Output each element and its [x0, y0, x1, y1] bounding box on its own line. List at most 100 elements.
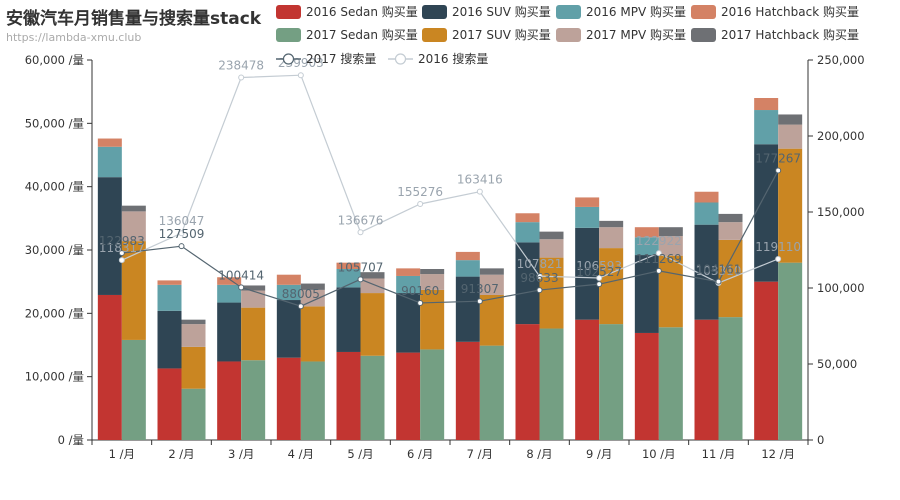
- bar-2016-series-2[interactable]: [336, 269, 361, 288]
- bar-2017-series-3[interactable]: [599, 220, 624, 228]
- bar-2016-series-3[interactable]: [217, 277, 242, 285]
- search-point[interactable]: [238, 74, 245, 81]
- search-point[interactable]: [357, 276, 364, 283]
- bar-2017-series-0[interactable]: [479, 345, 504, 440]
- search-point[interactable]: [536, 273, 543, 280]
- search-point[interactable]: [118, 250, 125, 257]
- search-point[interactable]: [715, 278, 722, 285]
- bar-2016-series-0[interactable]: [575, 319, 600, 440]
- search-point[interactable]: [417, 299, 424, 306]
- bar-2016-series-3[interactable]: [276, 274, 301, 285]
- bar-2017-series-0[interactable]: [778, 262, 803, 440]
- bar-2016-series-2[interactable]: [217, 284, 242, 303]
- bar-2017-series-1[interactable]: [241, 307, 266, 361]
- bar-2016-series-0[interactable]: [97, 294, 122, 440]
- bar-2016-series-3[interactable]: [396, 268, 421, 276]
- bar-2016-series-3[interactable]: [336, 262, 361, 269]
- bar-2016-series-1[interactable]: [336, 287, 361, 352]
- legend-swatch[interactable]: [422, 28, 447, 42]
- search-point[interactable]: [297, 303, 304, 310]
- search-point[interactable]: [238, 284, 245, 291]
- bar-2016-series-3[interactable]: [694, 191, 719, 203]
- bar-2017-series-0[interactable]: [241, 360, 266, 440]
- bar-2017-series-0[interactable]: [658, 327, 683, 440]
- bar-2016-series-3[interactable]: [97, 138, 122, 147]
- bar-2017-series-2[interactable]: [539, 239, 564, 258]
- bar-2017-series-3[interactable]: [539, 231, 564, 240]
- bar-2016-series-0[interactable]: [634, 332, 659, 440]
- bar-2016-series-2[interactable]: [97, 146, 122, 178]
- bar-2017-series-0[interactable]: [599, 324, 624, 440]
- search-point[interactable]: [118, 257, 125, 264]
- bar-2017-series-2[interactable]: [241, 290, 266, 308]
- bar-2017-series-2[interactable]: [718, 222, 743, 240]
- search-point[interactable]: [178, 243, 185, 250]
- bar-2016-series-0[interactable]: [396, 352, 421, 440]
- bar-2017-series-0[interactable]: [718, 317, 743, 440]
- bar-2017-series-2[interactable]: [479, 274, 504, 295]
- bar-2016-series-3[interactable]: [515, 213, 540, 223]
- legend-swatch[interactable]: [276, 5, 301, 19]
- bar-2017-series-1[interactable]: [181, 346, 206, 389]
- search-point[interactable]: [596, 274, 603, 281]
- bar-2017-series-1[interactable]: [658, 255, 683, 328]
- bar-2016-series-2[interactable]: [754, 110, 779, 145]
- bar-2017-series-2[interactable]: [599, 227, 624, 249]
- bar-2017-series-1[interactable]: [420, 289, 445, 350]
- bar-2016-series-2[interactable]: [157, 284, 182, 311]
- bar-2017-series-1[interactable]: [300, 306, 325, 362]
- bar-2017-series-3[interactable]: [479, 268, 504, 275]
- bar-2016-series-2[interactable]: [634, 237, 659, 256]
- bar-2017-series-3[interactable]: [181, 319, 206, 325]
- bar-2016-series-1[interactable]: [276, 300, 301, 358]
- bar-2017-series-3[interactable]: [420, 269, 445, 275]
- search-point[interactable]: [536, 287, 543, 294]
- bar-2017-series-2[interactable]: [420, 274, 445, 290]
- bar-2017-series-2[interactable]: [181, 324, 206, 347]
- bar-2017-series-1[interactable]: [778, 148, 803, 263]
- bar-2016-series-2[interactable]: [694, 202, 719, 225]
- bar-2017-series-1[interactable]: [599, 248, 624, 325]
- bar-2017-series-3[interactable]: [241, 285, 266, 291]
- bar-2016-series-1[interactable]: [157, 310, 182, 369]
- bar-2016-series-3[interactable]: [157, 280, 182, 285]
- bar-2017-series-0[interactable]: [420, 349, 445, 440]
- bar-2017-series-3[interactable]: [300, 283, 325, 290]
- bar-2016-series-2[interactable]: [515, 222, 540, 243]
- bar-2016-series-1[interactable]: [97, 177, 122, 295]
- bar-2016-series-0[interactable]: [515, 324, 540, 440]
- bar-2017-series-0[interactable]: [539, 328, 564, 440]
- bar-2016-series-3[interactable]: [754, 98, 779, 111]
- bar-2017-series-2[interactable]: [121, 211, 146, 242]
- bar-2016-series-2[interactable]: [396, 275, 421, 294]
- bar-2017-series-2[interactable]: [300, 289, 325, 307]
- bar-2017-series-3[interactable]: [778, 114, 803, 125]
- bar-2016-series-3[interactable]: [575, 197, 600, 207]
- bar-2016-series-1[interactable]: [634, 255, 659, 333]
- bar-2016-series-0[interactable]: [336, 351, 361, 440]
- search-point[interactable]: [417, 200, 424, 207]
- bar-2017-series-3[interactable]: [360, 272, 385, 279]
- bar-2017-series-1[interactable]: [479, 294, 504, 346]
- bar-2016-series-0[interactable]: [217, 361, 242, 440]
- search-point[interactable]: [476, 298, 483, 305]
- bar-2016-series-1[interactable]: [575, 227, 600, 320]
- search-point[interactable]: [775, 167, 782, 174]
- bar-2016-series-1[interactable]: [694, 224, 719, 320]
- legend-swatch[interactable]: [422, 5, 447, 19]
- bar-2016-series-3[interactable]: [455, 251, 480, 261]
- search-point[interactable]: [357, 229, 364, 236]
- search-point[interactable]: [297, 72, 304, 79]
- search-point[interactable]: [655, 267, 662, 274]
- search-point[interactable]: [476, 188, 483, 195]
- bar-2016-series-1[interactable]: [455, 276, 480, 342]
- bar-2017-series-3[interactable]: [718, 213, 743, 223]
- legend-swatch[interactable]: [691, 5, 716, 19]
- bar-2016-series-2[interactable]: [575, 206, 600, 228]
- search-point[interactable]: [655, 250, 662, 257]
- bar-2016-series-2[interactable]: [276, 284, 301, 301]
- search-point[interactable]: [775, 255, 782, 262]
- legend-swatch[interactable]: [276, 28, 301, 42]
- bar-2016-series-1[interactable]: [217, 302, 242, 362]
- bar-2016-series-1[interactable]: [515, 242, 540, 325]
